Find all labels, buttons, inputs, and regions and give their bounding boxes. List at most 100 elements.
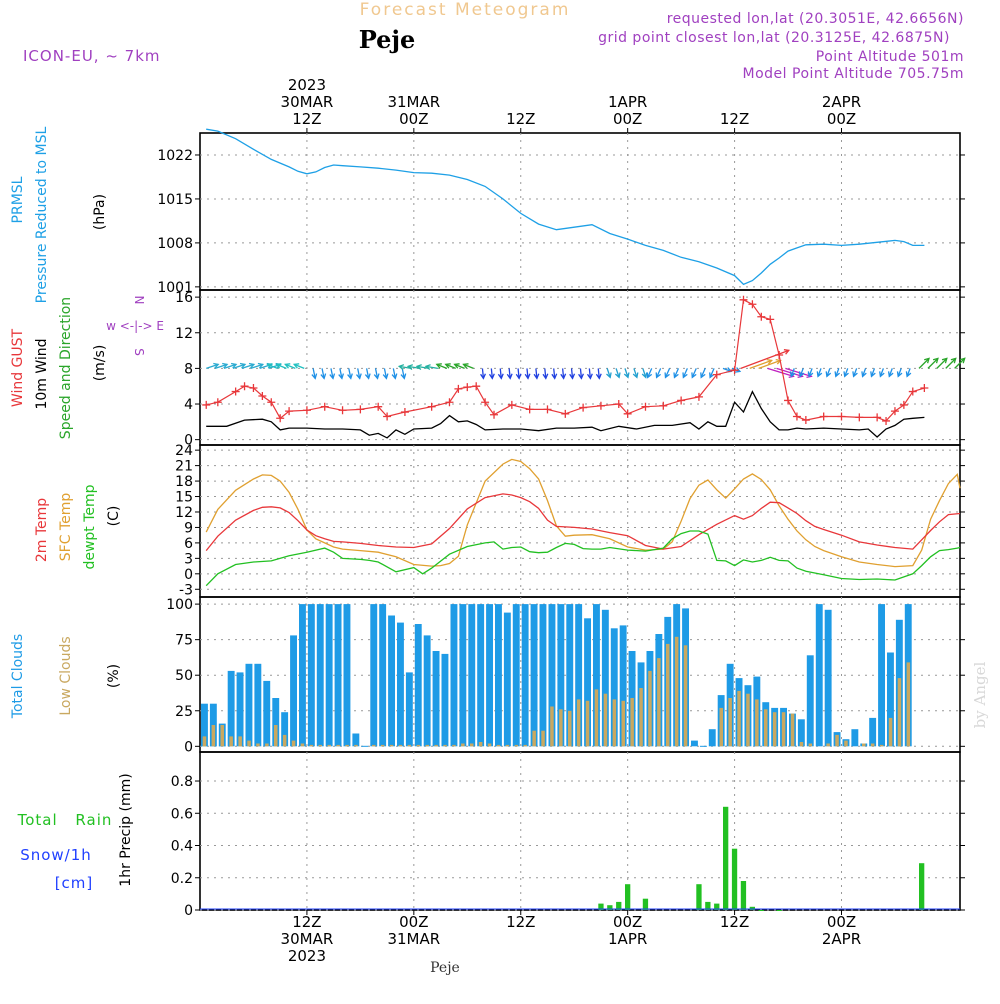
low-cloud-bar [755, 699, 759, 747]
wind-arrow [481, 368, 485, 379]
wind-arrow [436, 363, 448, 369]
grid-point: grid point closest lon,lat (20.3125E, 42… [598, 30, 950, 46]
wind-arrow-head [506, 373, 513, 380]
total-cloud-bar [379, 604, 387, 747]
wind-arrow-head [766, 358, 773, 365]
low-cloud-bar [229, 736, 233, 747]
wind-arrow [740, 349, 790, 369]
total-cloud-bar [557, 604, 565, 747]
total-cloud-bar [530, 604, 538, 747]
wind-arrow [888, 368, 893, 377]
wind-arrow [250, 363, 263, 370]
wind-arrow [936, 357, 948, 369]
wind-arrow [954, 357, 966, 369]
low-cloud-bar [380, 744, 385, 747]
gust-point [276, 414, 285, 423]
wind-arrow [374, 368, 379, 379]
wind-speed-line [206, 390, 925, 439]
top-time-label: 2023 [288, 76, 326, 94]
total-cloud-bar [512, 604, 520, 747]
wind-arrow [312, 368, 316, 379]
top-time-label: 2APR [822, 93, 861, 111]
low-cloud-bar [835, 734, 839, 747]
low-cloud-bar [398, 744, 403, 747]
y-tick-label: 1001 [157, 280, 193, 296]
wind-arrow-head [959, 357, 966, 364]
wind-arrow [835, 368, 840, 377]
total-cloud-bar [486, 604, 493, 747]
wind-arrow-head [783, 349, 791, 355]
bottom-time-label: 00Z [613, 913, 642, 931]
gust-point [920, 383, 929, 392]
wind-arrow-head [664, 372, 670, 379]
wind-unit: (m/s) [92, 345, 108, 382]
wind-arrow [454, 363, 465, 369]
low-cloud-bar [550, 706, 554, 747]
wind-arrow-head [435, 363, 442, 369]
wind-arrow [330, 368, 334, 379]
wind-arrow [553, 368, 556, 379]
model-altitude: Model Point Altitude 705.75m [743, 66, 964, 82]
total-cloud-bar [299, 604, 306, 747]
wind-arrow [294, 363, 305, 369]
y-tick-label: 50 [175, 668, 193, 684]
gust-point [249, 383, 258, 392]
panel-frame-precip [199, 751, 961, 911]
total-cloud-bar [869, 717, 877, 747]
wind-arrow [776, 367, 803, 378]
gust-point [490, 410, 499, 419]
y-tick-label: 0.4 [171, 839, 193, 855]
wind-arrow [826, 368, 831, 377]
wind-arrow [517, 368, 520, 379]
wind-arrow-head [734, 367, 742, 373]
y-tick-label: 18 [175, 474, 193, 490]
wind-arrow [214, 363, 228, 370]
snow-unit-label: [cm] [55, 874, 94, 892]
rain-bar [776, 910, 782, 911]
wind-arrow-head [852, 371, 858, 378]
wind-arrow-head [488, 373, 495, 380]
rain-bars [598, 806, 925, 911]
wind-arrow [799, 368, 804, 377]
gust-point [383, 412, 392, 421]
wind-arrow [700, 368, 706, 378]
wind-arrow-head [239, 362, 247, 369]
wind-arrow-head [789, 371, 796, 378]
low-cloud-bar [452, 744, 456, 747]
wind-arrow-head [950, 357, 957, 364]
low-cloud-bar [657, 658, 661, 747]
wind-arrow-head [320, 373, 327, 380]
total-cloud-bar [370, 604, 378, 747]
wind-arrow-head [924, 357, 930, 364]
total-cloud-bar [824, 609, 832, 747]
wind-arrow [879, 368, 884, 377]
wind-arrow-head [284, 363, 291, 369]
requested-point: requested lon,lat (20.3051E, 42.6656N) [667, 11, 964, 27]
gust-point [757, 312, 766, 321]
total-clouds-label: Total Clouds [10, 634, 26, 719]
y-tick-label: 12 [175, 326, 193, 342]
wind-arrow [927, 357, 939, 369]
rain-bar [696, 884, 702, 910]
y-tick-label: 25 [175, 704, 193, 720]
wind-arrow-head [311, 373, 318, 380]
wind-arrow-head [700, 372, 706, 379]
rain-bar [616, 901, 622, 910]
wind-arrow-head [524, 373, 531, 380]
y-tick-label: 24 [175, 443, 193, 459]
low-cloud-bar [808, 743, 813, 747]
wind-arrow-head [682, 372, 688, 379]
wind-arrow [401, 368, 405, 379]
gust-point [784, 396, 793, 405]
low-cloud-bar [345, 744, 349, 747]
gust-point [792, 412, 801, 421]
wind-arrow [682, 368, 688, 378]
wind-arrow-head [569, 373, 576, 380]
gust-point [338, 406, 347, 415]
low-cloud-bar [612, 699, 617, 747]
gust-point [739, 295, 748, 304]
gust-point [463, 383, 472, 392]
low-cloud-bar [300, 743, 305, 747]
wind-arrow-head [364, 373, 371, 380]
